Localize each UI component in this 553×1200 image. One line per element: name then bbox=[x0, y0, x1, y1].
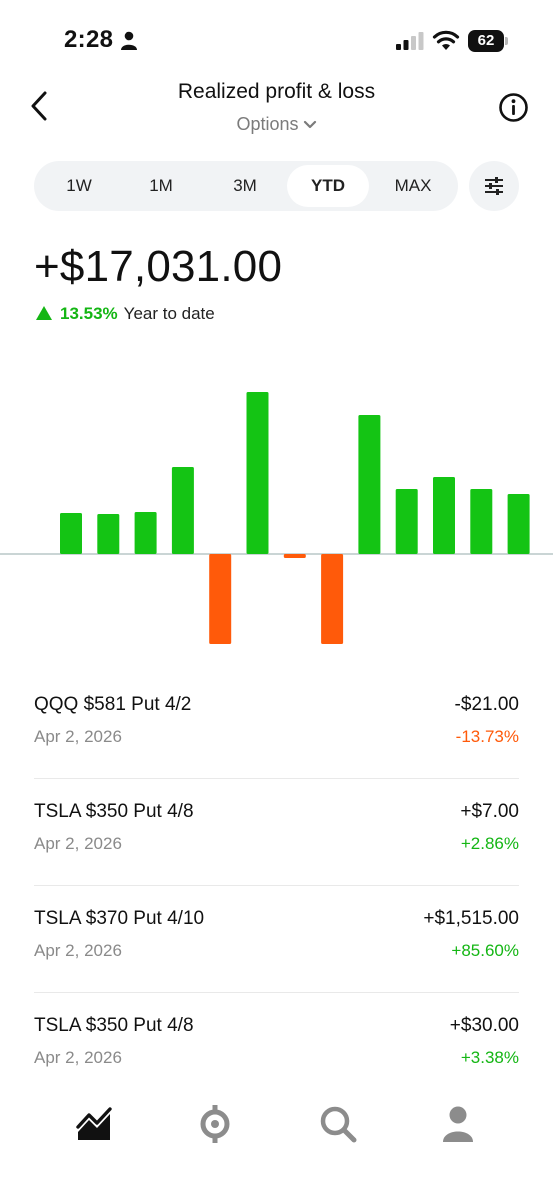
transaction-date: Apr 2, 2026 bbox=[34, 834, 122, 853]
chart-bar[interactable] bbox=[470, 489, 493, 554]
time-range-selector: 1W 1M 3M YTD MAX bbox=[34, 161, 458, 211]
pl-percent: +3.38% bbox=[460, 1048, 519, 1067]
pl-amount: +$30.00 bbox=[449, 1015, 519, 1036]
status-bar: 2:28 62 bbox=[0, 0, 553, 80]
range-1w[interactable]: 1W bbox=[66, 176, 92, 195]
pl-percent: -13.73% bbox=[455, 727, 519, 746]
contract-name: TSLA $370 Put 4/10 bbox=[34, 908, 205, 929]
pl-percent: +2.86% bbox=[460, 834, 519, 853]
transaction-date: Apr 2, 2026 bbox=[34, 727, 122, 746]
chart-bar[interactable] bbox=[395, 489, 418, 554]
sliders-icon bbox=[485, 177, 503, 195]
change-period-label: Year to date bbox=[123, 304, 215, 323]
chart-bar[interactable] bbox=[209, 554, 232, 644]
pl-amount: -$21.00 bbox=[454, 694, 519, 715]
change-summary: 13.53% Year to date bbox=[36, 304, 215, 326]
contract-name: TSLA $350 Put 4/8 bbox=[34, 1015, 194, 1036]
range-3m[interactable]: 3M bbox=[233, 176, 257, 195]
options-dropdown[interactable]: Options bbox=[0, 114, 553, 135]
status-time: 2:28 bbox=[64, 26, 114, 53]
cellular-signal-icon bbox=[396, 32, 424, 50]
chart-bar[interactable] bbox=[246, 392, 269, 554]
pl-bar-chart[interactable] bbox=[0, 340, 553, 670]
page-title: Realized profit & loss bbox=[177, 80, 376, 103]
chart-bar[interactable] bbox=[134, 512, 157, 554]
chart-bar[interactable] bbox=[433, 477, 455, 554]
chart-bar[interactable] bbox=[97, 514, 120, 554]
pl-percent: +85.60% bbox=[451, 941, 519, 960]
bottom-tab-bar bbox=[0, 1090, 553, 1200]
range-max[interactable]: MAX bbox=[394, 176, 432, 195]
crypto-icon[interactable] bbox=[193, 1102, 237, 1146]
search-icon[interactable] bbox=[316, 1102, 360, 1146]
chart-icon[interactable] bbox=[72, 1102, 116, 1146]
contract-name: TSLA $350 Put 4/8 bbox=[34, 801, 194, 822]
back-arrow-icon[interactable] bbox=[26, 88, 56, 124]
total-realized-pl: +$17,031.00 bbox=[34, 242, 283, 291]
change-percent: 13.53% bbox=[60, 304, 118, 323]
wifi-icon bbox=[432, 30, 460, 50]
profile-icon[interactable] bbox=[436, 1102, 480, 1146]
pl-amount: +$7.00 bbox=[460, 801, 519, 822]
chart-bar[interactable] bbox=[171, 467, 194, 554]
info-icon[interactable] bbox=[498, 92, 529, 123]
transaction-date: Apr 2, 2026 bbox=[34, 941, 122, 960]
chart-bar[interactable] bbox=[60, 513, 82, 554]
chart-bar[interactable] bbox=[321, 554, 344, 644]
battery-level: 62 bbox=[468, 30, 504, 52]
filter-button[interactable] bbox=[469, 161, 519, 211]
transaction-row[interactable]: TSLA $370 Put 4/10 Apr 2, 2026 +$1,515.0… bbox=[34, 886, 519, 993]
battery-icon: 62 bbox=[468, 30, 508, 52]
transaction-list: QQQ $581 Put 4/2 Apr 2, 2026 -$21.00 -13… bbox=[34, 672, 519, 1100]
transaction-row[interactable]: TSLA $350 Put 4/8 Apr 2, 2026 +$30.00 +3… bbox=[34, 993, 519, 1100]
pl-amount: +$1,515.00 bbox=[423, 908, 519, 929]
transaction-row[interactable]: QQQ $581 Put 4/2 Apr 2, 2026 -$21.00 -13… bbox=[34, 672, 519, 779]
chart-bar[interactable] bbox=[358, 415, 381, 554]
chevron-down-icon bbox=[303, 121, 316, 129]
chart-bar[interactable] bbox=[283, 554, 306, 558]
transaction-row[interactable]: TSLA $350 Put 4/8 Apr 2, 2026 +$7.00 +2.… bbox=[34, 779, 519, 886]
range-ytd[interactable]: YTD bbox=[287, 165, 369, 207]
up-triangle-icon bbox=[36, 306, 52, 320]
person-icon bbox=[121, 31, 137, 50]
range-1m[interactable]: 1M bbox=[149, 176, 173, 195]
contract-name: QQQ $581 Put 4/2 bbox=[34, 694, 192, 715]
options-dropdown-label: Options bbox=[236, 114, 299, 134]
chart-bar[interactable] bbox=[507, 494, 530, 554]
transaction-date: Apr 2, 2026 bbox=[34, 1048, 122, 1067]
